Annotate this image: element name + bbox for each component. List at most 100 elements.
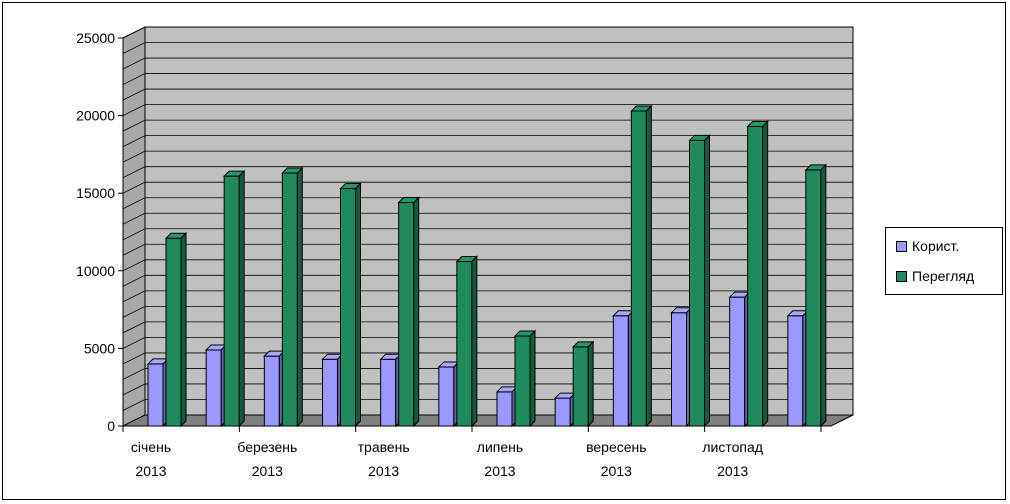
bar-front bbox=[380, 358, 397, 427]
bar-users bbox=[670, 306, 693, 428]
gridline bbox=[122, 73, 853, 85]
legend-item-users: Корист. bbox=[896, 237, 959, 255]
gridline bbox=[122, 212, 853, 225]
bar-views bbox=[281, 166, 304, 428]
x-tick-label-year: 2013 bbox=[135, 463, 166, 479]
y-tick-label: 10000 bbox=[76, 263, 115, 279]
bar-users bbox=[728, 290, 751, 428]
gridline bbox=[122, 274, 853, 287]
gridline bbox=[122, 228, 853, 241]
bar-views bbox=[339, 182, 362, 428]
bars bbox=[146, 104, 828, 428]
gridline bbox=[122, 135, 853, 147]
bar-front bbox=[205, 349, 222, 427]
bar-views bbox=[688, 134, 711, 428]
bar-views bbox=[746, 120, 769, 428]
bar-views bbox=[630, 104, 653, 428]
bar-views bbox=[571, 340, 595, 428]
bar-side bbox=[704, 134, 710, 428]
bar-side bbox=[238, 169, 245, 428]
gridline bbox=[122, 119, 853, 132]
bar-front bbox=[729, 296, 746, 427]
y-tick-label: 20000 bbox=[76, 108, 115, 124]
x-tick-label: січень bbox=[131, 439, 171, 455]
bar-front bbox=[223, 175, 240, 427]
x-tick-label-year: 2013 bbox=[252, 463, 283, 479]
x-tick-label: вересень bbox=[586, 439, 646, 455]
gridline bbox=[122, 88, 853, 101]
bar-front bbox=[165, 237, 182, 427]
bar-front bbox=[514, 335, 531, 427]
bar-front bbox=[572, 346, 589, 427]
bar-front bbox=[438, 366, 455, 427]
y-tick-label: 5000 bbox=[84, 340, 115, 356]
y-tick-label: 25000 bbox=[76, 30, 115, 46]
bar-front bbox=[554, 397, 571, 427]
bar-users bbox=[204, 343, 228, 428]
bar-front bbox=[805, 169, 822, 427]
bar-side bbox=[587, 340, 594, 428]
bar-side bbox=[180, 232, 187, 428]
bar-front bbox=[340, 188, 356, 427]
gridline bbox=[122, 150, 853, 163]
gridline bbox=[122, 197, 853, 210]
bar-users bbox=[379, 353, 402, 428]
x-tick-label-year: 2013 bbox=[601, 463, 632, 479]
legend-label-views: Перегляд bbox=[912, 268, 975, 284]
x-tick-label-year: 2013 bbox=[484, 463, 515, 479]
side-wall bbox=[122, 26, 146, 427]
bar-side bbox=[296, 166, 303, 428]
y-axis-tick-labels: 0 5000 10000 15000 20000 25000 bbox=[76, 30, 115, 434]
legend-swatch-views bbox=[896, 270, 907, 282]
bar-chart-3d: 0 5000 10000 15000 20000 25000 січень 2013 бере… bbox=[76, 26, 854, 479]
gridline bbox=[122, 290, 853, 303]
gridline bbox=[122, 104, 853, 116]
bar-views bbox=[222, 169, 246, 428]
bar-side bbox=[820, 163, 827, 428]
bar-front bbox=[747, 125, 764, 427]
bar-side bbox=[529, 329, 536, 428]
legend-label-users: Корист. bbox=[912, 238, 960, 254]
legend: Корист. Перегляд bbox=[885, 227, 1003, 295]
bar-views bbox=[164, 232, 188, 428]
x-tick-label: липень bbox=[477, 439, 523, 455]
bar-front bbox=[398, 202, 415, 427]
x-tick-label-year: 2013 bbox=[717, 463, 748, 479]
bar-side bbox=[355, 182, 361, 428]
bar-users bbox=[495, 385, 519, 428]
bar-views bbox=[513, 329, 537, 428]
bar-front bbox=[787, 315, 804, 427]
bar-users bbox=[786, 309, 810, 428]
bar-users bbox=[612, 309, 635, 428]
gridline bbox=[122, 166, 853, 179]
gridline bbox=[122, 259, 853, 272]
x-tick-label: листопад bbox=[702, 439, 763, 455]
x-tick-label-year: 2013 bbox=[368, 463, 399, 479]
gridline bbox=[122, 181, 853, 194]
bar-views bbox=[397, 196, 420, 428]
bar-side bbox=[413, 196, 420, 428]
bar-front bbox=[322, 358, 338, 427]
axes bbox=[118, 37, 831, 432]
x-axis-tick-labels: січень 2013 березень 2013 травень 2013 липень 2… bbox=[131, 439, 763, 479]
y-tick-label: 0 bbox=[107, 418, 115, 434]
x-tick-label: березень bbox=[237, 439, 297, 455]
gridline bbox=[122, 305, 853, 318]
bar-front bbox=[689, 139, 705, 427]
bar-front bbox=[456, 260, 473, 427]
x-tick-label: травень bbox=[358, 439, 410, 455]
gridline bbox=[122, 57, 853, 70]
bar-views bbox=[455, 255, 479, 428]
bar-front bbox=[630, 110, 647, 427]
bar-side bbox=[645, 104, 652, 428]
bar-users bbox=[321, 353, 344, 428]
bar-front bbox=[147, 363, 164, 427]
bar-users bbox=[553, 391, 577, 428]
bar-users bbox=[437, 360, 461, 428]
bar-users bbox=[146, 357, 170, 428]
bar-side bbox=[762, 120, 769, 428]
bar-front bbox=[496, 391, 513, 427]
legend-item-views: Перегляд bbox=[896, 267, 974, 285]
gridline bbox=[122, 26, 853, 39]
